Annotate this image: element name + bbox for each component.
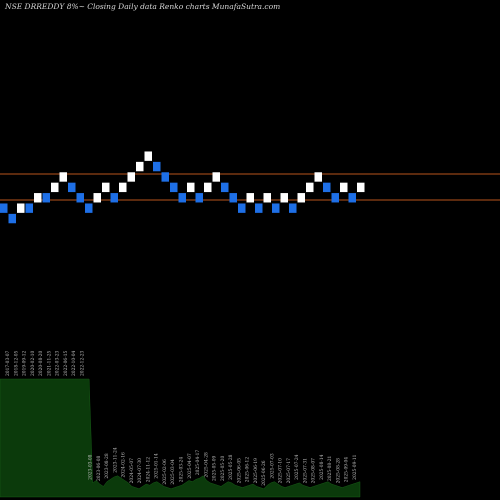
- date-tick-label: 2020-08-20: [39, 350, 44, 376]
- date-tick-label: 2025-07-17: [287, 458, 292, 484]
- date-tick-label: 2025-09-04: [345, 457, 350, 483]
- date-tick-label: 2025-07-10: [279, 458, 284, 484]
- renko-brick-up: [51, 182, 59, 193]
- date-tick-label: 2025-09-11: [353, 454, 358, 480]
- renko-brick-down: [229, 193, 237, 203]
- renko-brick-up: [314, 172, 322, 182]
- renko-brick-up: [246, 193, 254, 203]
- date-tick-label: 2025-06-26: [262, 460, 267, 486]
- date-tick-label: 2024-02-16: [122, 452, 127, 478]
- date-tick-label: 2025-04-17: [196, 450, 201, 476]
- renko-brick-up: [102, 182, 110, 193]
- renko-brick-down: [25, 203, 33, 213]
- date-tick-label: 2025-07-03: [270, 453, 275, 479]
- renko-brick-down: [8, 213, 16, 224]
- renko-brick-up: [127, 172, 135, 182]
- date-tick-label: 2024-05-07: [130, 458, 135, 484]
- renko-brick-down: [272, 203, 280, 213]
- renko-brick-up: [263, 193, 271, 203]
- date-tick-label: 2025-03-04: [171, 459, 176, 485]
- renko-brick-up: [212, 172, 220, 182]
- date-tick-label: 2025-08-14: [320, 454, 325, 480]
- renko-brick-down: [170, 182, 178, 193]
- date-tick-label: 2025-07-31: [303, 458, 308, 484]
- date-tick-label: 2024-07-30: [138, 458, 143, 484]
- date-labels: 2017-03-07 2018-12-05 2019-09-12 2020-02-10…: [6, 350, 358, 485]
- renko-brick-down: [76, 193, 84, 203]
- renko-brick-up: [204, 182, 212, 193]
- volume-area-shape: [0, 378, 361, 498]
- date-tick-label: 2025-01-14: [155, 453, 160, 479]
- renko-brick-up: [340, 182, 348, 193]
- renko-brick-down: [331, 193, 339, 203]
- date-tick-label: 2025-04-28: [204, 452, 209, 478]
- renko-brick-up: [306, 182, 314, 193]
- date-tick-label: 2025-06-19: [254, 458, 259, 484]
- renko-brick-up: [280, 193, 288, 203]
- date-tick-label: 2025-08-07: [312, 458, 317, 484]
- renko-brick-down: [348, 193, 356, 203]
- date-tick-label: 2024-11-12: [146, 457, 151, 483]
- date-tick-label: 2025-05-28: [229, 454, 234, 480]
- date-tick-label: 2025-08-21: [328, 455, 333, 481]
- date-tick-label: 2018-12-05: [14, 350, 19, 376]
- renko-brick-down: [161, 172, 169, 182]
- date-tick-label: 2025-02-06: [163, 459, 168, 485]
- date-tick-label: 2023-08-28: [105, 453, 110, 479]
- date-tick-label: 2017-03-07: [6, 350, 11, 376]
- volume-area: [0, 378, 361, 498]
- date-tick-label: 2022-03-23: [56, 350, 61, 376]
- renko-brick-up: [297, 193, 305, 203]
- renko-brick-down: [68, 182, 76, 193]
- date-tick-label: 2019-09-12: [23, 350, 28, 376]
- date-tick-label: 2025-03-24: [180, 457, 185, 483]
- renko-brick-up: [93, 193, 101, 203]
- date-tick-label: 2025-06-12: [246, 457, 251, 483]
- renko-brick-up: [34, 193, 42, 203]
- renko-brick-down: [195, 193, 203, 203]
- date-tick-label: 2021-11-25: [47, 350, 52, 376]
- chart-title: NSE DRREDDY 8%~ Closing Daily data Renko…: [4, 2, 280, 11]
- renko-brick-down: [42, 193, 50, 203]
- date-tick-label: 2025-05-20: [221, 455, 226, 481]
- date-tick-label: 2022-10-04: [72, 350, 77, 376]
- renko-brick-down: [110, 193, 118, 203]
- renko-brick-down: [289, 203, 297, 213]
- date-tick-label: 2023-03-08: [89, 454, 94, 480]
- date-tick-label: 2022-06-15: [64, 350, 69, 376]
- renko-brick-down: [178, 193, 186, 203]
- renko-brick-down: [85, 203, 93, 213]
- date-tick-label: 2023-06-08: [97, 455, 102, 481]
- renko-brick-down: [0, 203, 8, 213]
- date-tick-label: 2025-07-24: [295, 454, 300, 480]
- renko-brick-down: [323, 182, 331, 193]
- renko-bricks: [0, 151, 365, 224]
- renko-brick-up: [144, 151, 152, 161]
- renko-brick-up: [119, 182, 127, 193]
- renko-brick-down: [255, 203, 263, 213]
- renko-brick-down: [153, 161, 161, 172]
- date-tick-label: 2025-06-05: [237, 458, 242, 484]
- date-tick-label: 2022-12-23: [80, 350, 85, 376]
- date-tick-label: 2025-08-28: [336, 458, 341, 484]
- renko-brick-down: [221, 182, 229, 193]
- date-tick-label: 2023-11-24: [113, 447, 118, 473]
- date-tick-label: 2025-04-07: [188, 453, 193, 479]
- date-tick-label: 2025-05-09: [213, 455, 218, 481]
- renko-brick-up: [59, 172, 67, 182]
- date-tick-label: 2020-02-10: [31, 350, 36, 376]
- renko-brick-up: [17, 203, 25, 213]
- renko-brick-up: [136, 161, 144, 172]
- renko-brick-up: [357, 182, 365, 193]
- renko-brick-down: [238, 203, 246, 213]
- renko-brick-up: [187, 182, 195, 193]
